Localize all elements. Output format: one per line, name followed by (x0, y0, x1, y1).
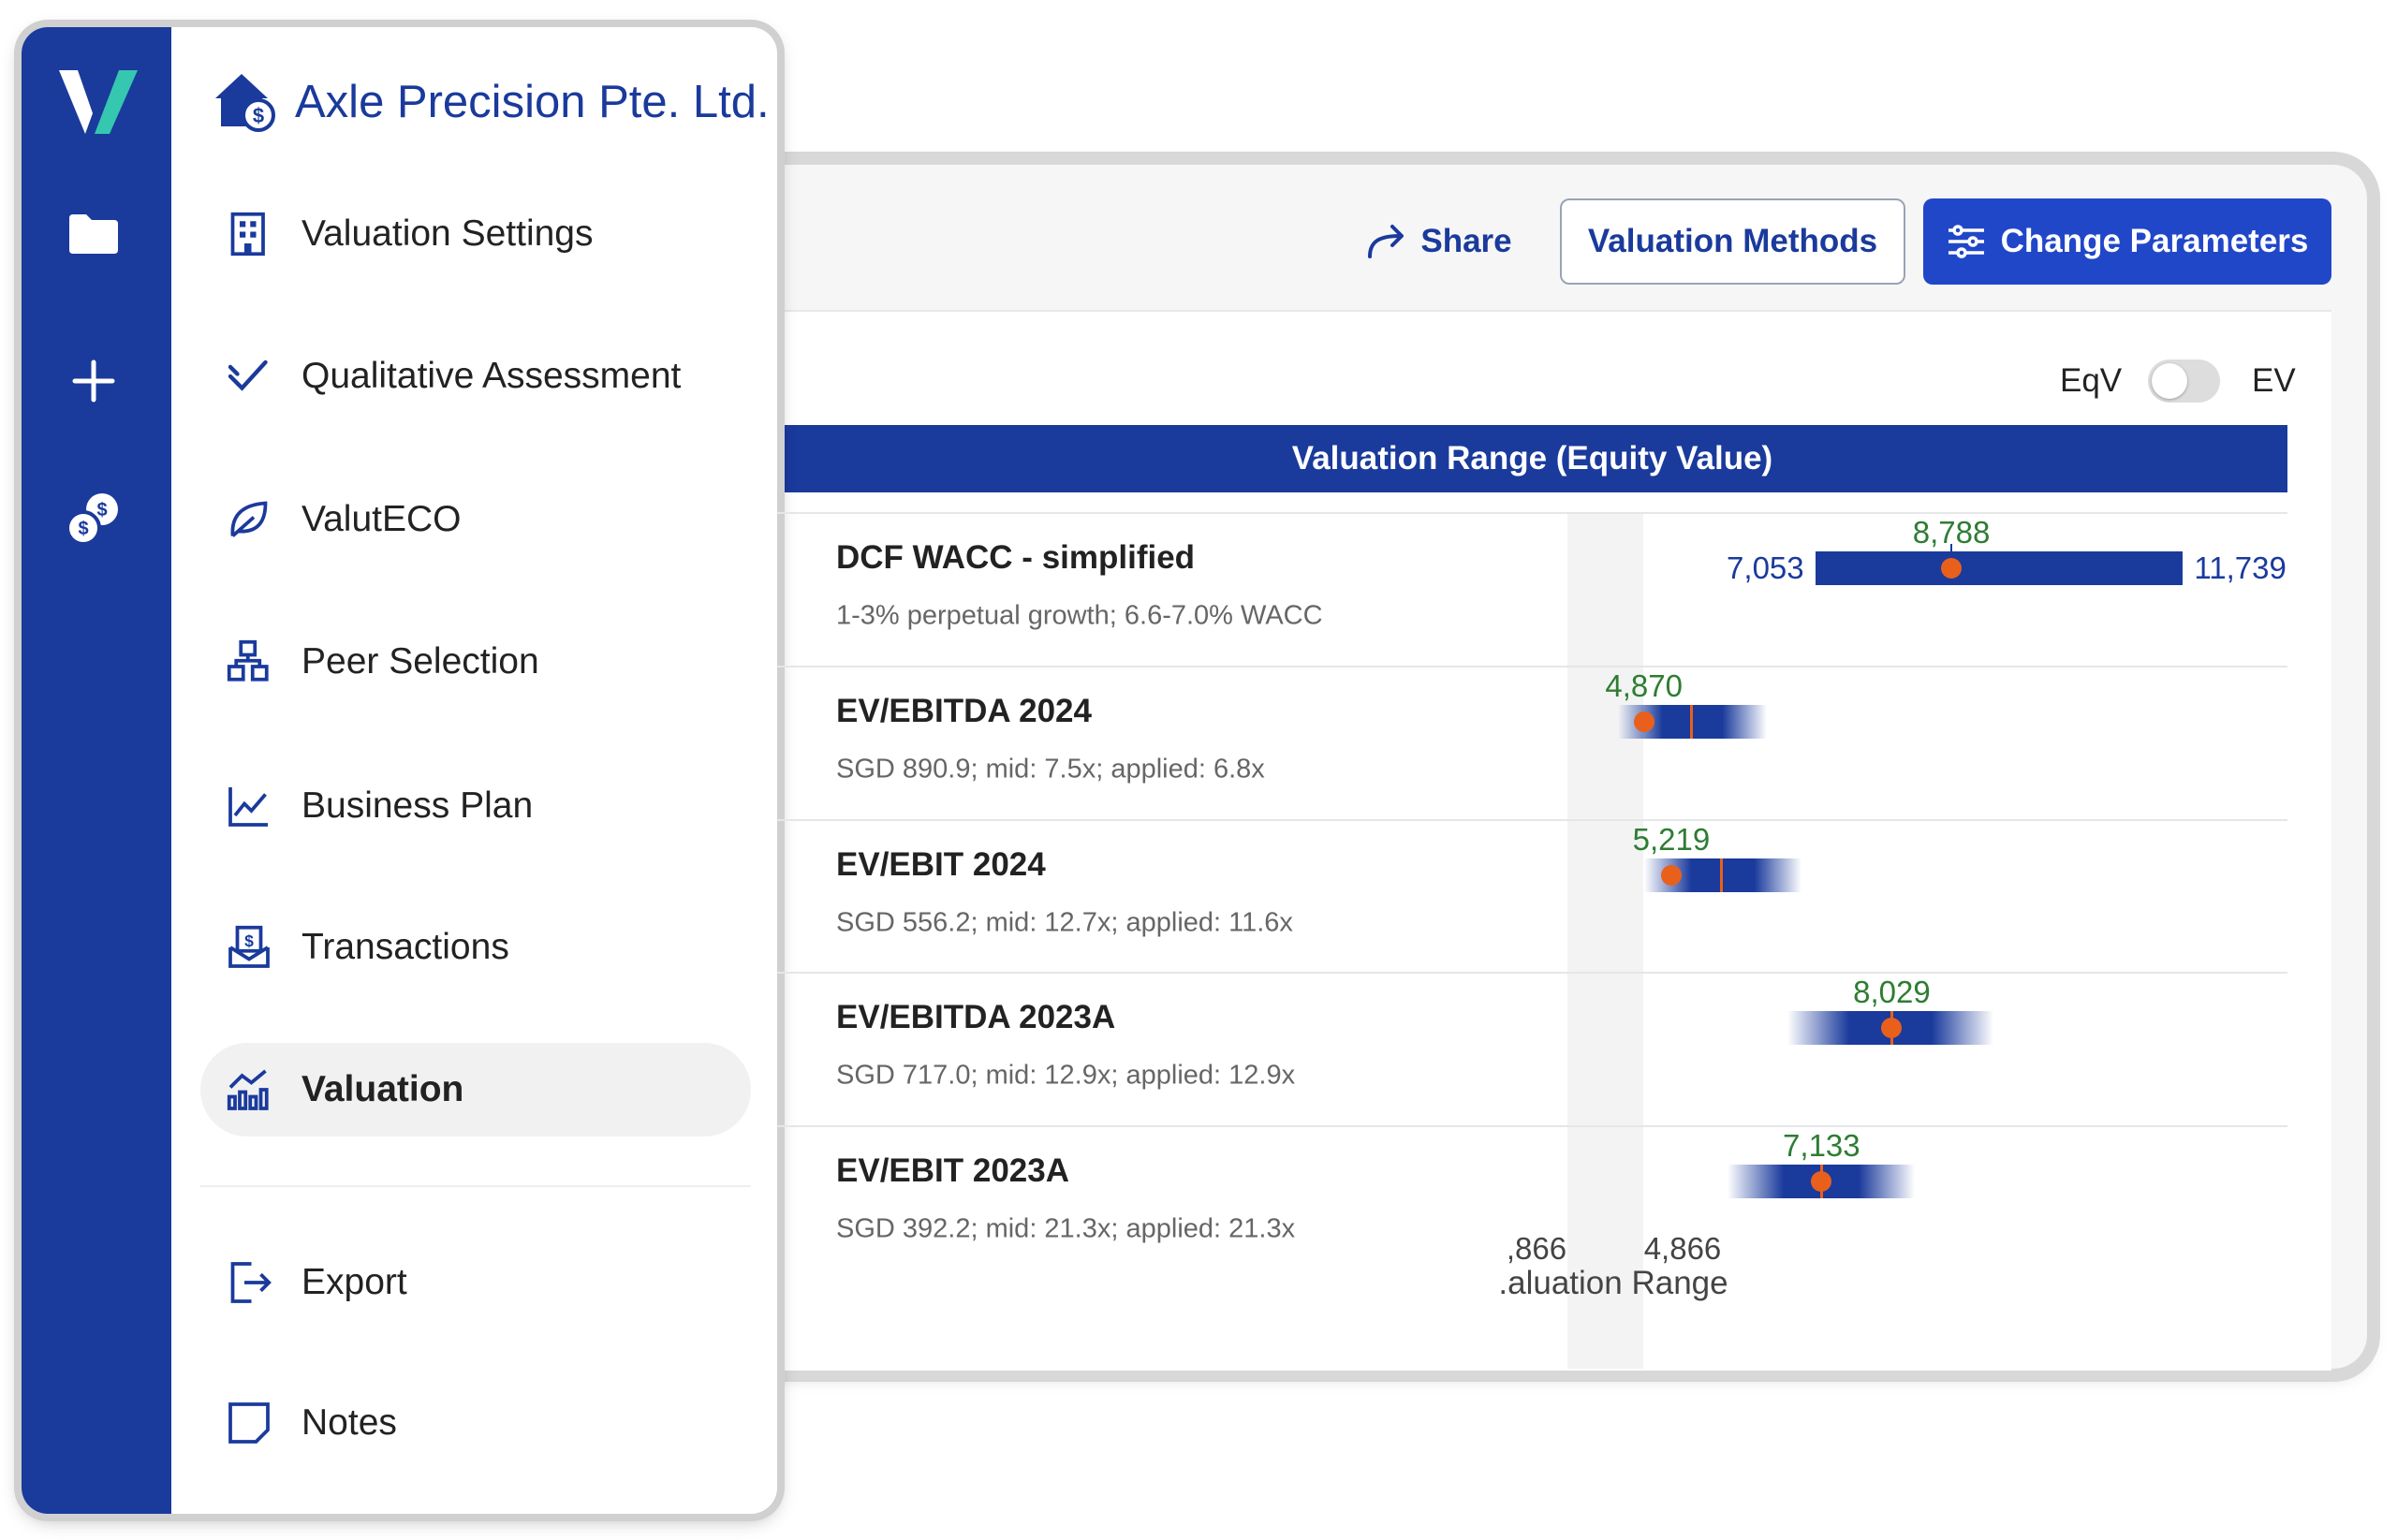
applied-line (1720, 858, 1724, 892)
menu-item[interactable]: ValutECO (301, 499, 462, 539)
mid-marker (1633, 711, 1654, 732)
mid-label: 5,219 (1632, 821, 1711, 857)
menu-icon (226, 496, 272, 543)
row-divider (777, 818, 2287, 821)
high-label: 11,739 (2194, 550, 2287, 585)
svg-text:$: $ (96, 500, 107, 521)
eqv-ev-toggle[interactable] (2148, 359, 2220, 403)
add-icon[interactable] (72, 359, 115, 403)
app-logo (59, 70, 138, 134)
icon-rail: $ $ (22, 27, 171, 1514)
method-detail: SGD 392.2; mid: 21.3x; applied: 21.3x (836, 1213, 1296, 1244)
menu-icon (226, 1259, 272, 1306)
change-parameters-button[interactable]: Change Parameters (1923, 198, 2331, 285)
menu-item[interactable]: Transactions (301, 927, 509, 967)
valuation-header: Valuation Range (Equity Value) (777, 425, 2287, 492)
menu-icon (226, 638, 272, 685)
method-name: EV/EBITDA 2023A (836, 999, 1116, 1036)
mid-marker (1811, 1171, 1832, 1192)
method-name: EV/EBIT 2023A (836, 1152, 1069, 1189)
mid-label: 4,870 (1605, 667, 1683, 703)
row-divider (777, 665, 2287, 667)
menu-icon (226, 1066, 272, 1113)
row-divider (777, 1125, 2287, 1127)
mid-marker (1941, 558, 1963, 579)
menu-item[interactable]: Notes (301, 1402, 397, 1443)
menu-icon (226, 353, 272, 400)
method-detail: SGD 717.0; mid: 12.9x; applied: 12.9x (836, 1060, 1296, 1091)
method-name: EV/EBITDA 2024 (836, 692, 1092, 729)
method-detail: SGD 556.2; mid: 12.7x; applied: 11.6x (836, 907, 1293, 937)
mid-label: 8,788 (1912, 515, 1991, 550)
menu-item[interactable]: Qualitative Assessment (301, 356, 682, 396)
menu-item[interactable]: Export (301, 1262, 407, 1302)
sidebar: $ $ $ Axle Precision Pte. Ltd. Valuation … (22, 27, 777, 1514)
method-detail: SGD 890.9; mid: 7.5x; applied: 6.8x (836, 754, 1265, 785)
menu-divider (200, 1185, 751, 1187)
axis-title: .aluation Range (1498, 1265, 1728, 1301)
mid-marker (1660, 864, 1682, 886)
valuation-title: Valuation Range (Equity Value) (1291, 440, 1773, 477)
svg-text:$: $ (244, 931, 254, 950)
applied-line (1690, 704, 1694, 739)
mid-marker (1881, 1018, 1903, 1039)
method-name: EV/EBIT 2024 (836, 845, 1046, 883)
menu-item[interactable]: Valuation (301, 1069, 464, 1109)
share-label: Share (1420, 223, 1512, 259)
range-band (1567, 512, 1643, 1369)
svg-text:$: $ (78, 519, 88, 539)
share-icon (1368, 225, 1404, 258)
axis-label: 4,866 (1643, 1231, 1722, 1266)
valuation-methods-button[interactable]: Valuation Methods (1560, 198, 1905, 285)
mid-label: 7,133 (1783, 1128, 1860, 1163)
method-name: DCF WACC - simplified (836, 539, 1196, 576)
menu-item[interactable]: Valuation Settings (301, 213, 594, 254)
svg-text:$: $ (253, 104, 264, 127)
row-divider (777, 972, 2287, 975)
range-bar (1815, 551, 2184, 585)
mid-tick (1950, 544, 1953, 553)
axis-label: ,866 (1506, 1231, 1567, 1266)
menu-icon (226, 1400, 272, 1446)
mid-label: 8,029 (1853, 975, 1931, 1010)
methods-label: Valuation Methods (1587, 223, 1878, 259)
company-name: Axle Precision Pte. Ltd. (295, 77, 770, 127)
toggle-right-label: EV (2252, 362, 2296, 399)
menu-icon: $ (226, 924, 272, 971)
row-divider (777, 512, 2287, 514)
toggle-left-label: EqV (2060, 362, 2123, 399)
sliders-icon (1948, 225, 1984, 258)
change-label: Change Parameters (2000, 223, 2309, 259)
share-button[interactable]: Share (1360, 213, 1519, 270)
menu-item[interactable]: Peer Selection (301, 641, 539, 682)
method-detail: 1-3% perpetual growth; 6.6-7.0% WACC (836, 600, 1323, 631)
menu-item[interactable]: Business Plan (301, 785, 534, 826)
menu-icon (226, 783, 272, 829)
folder-icon[interactable] (67, 213, 120, 256)
active-pill (200, 1043, 751, 1137)
company-icon: $ (215, 74, 275, 132)
toggle-knob (2152, 363, 2187, 399)
low-label: 7,053 (1727, 550, 1804, 585)
menu-icon (226, 211, 272, 257)
coins-icon[interactable]: $$ (65, 491, 123, 549)
